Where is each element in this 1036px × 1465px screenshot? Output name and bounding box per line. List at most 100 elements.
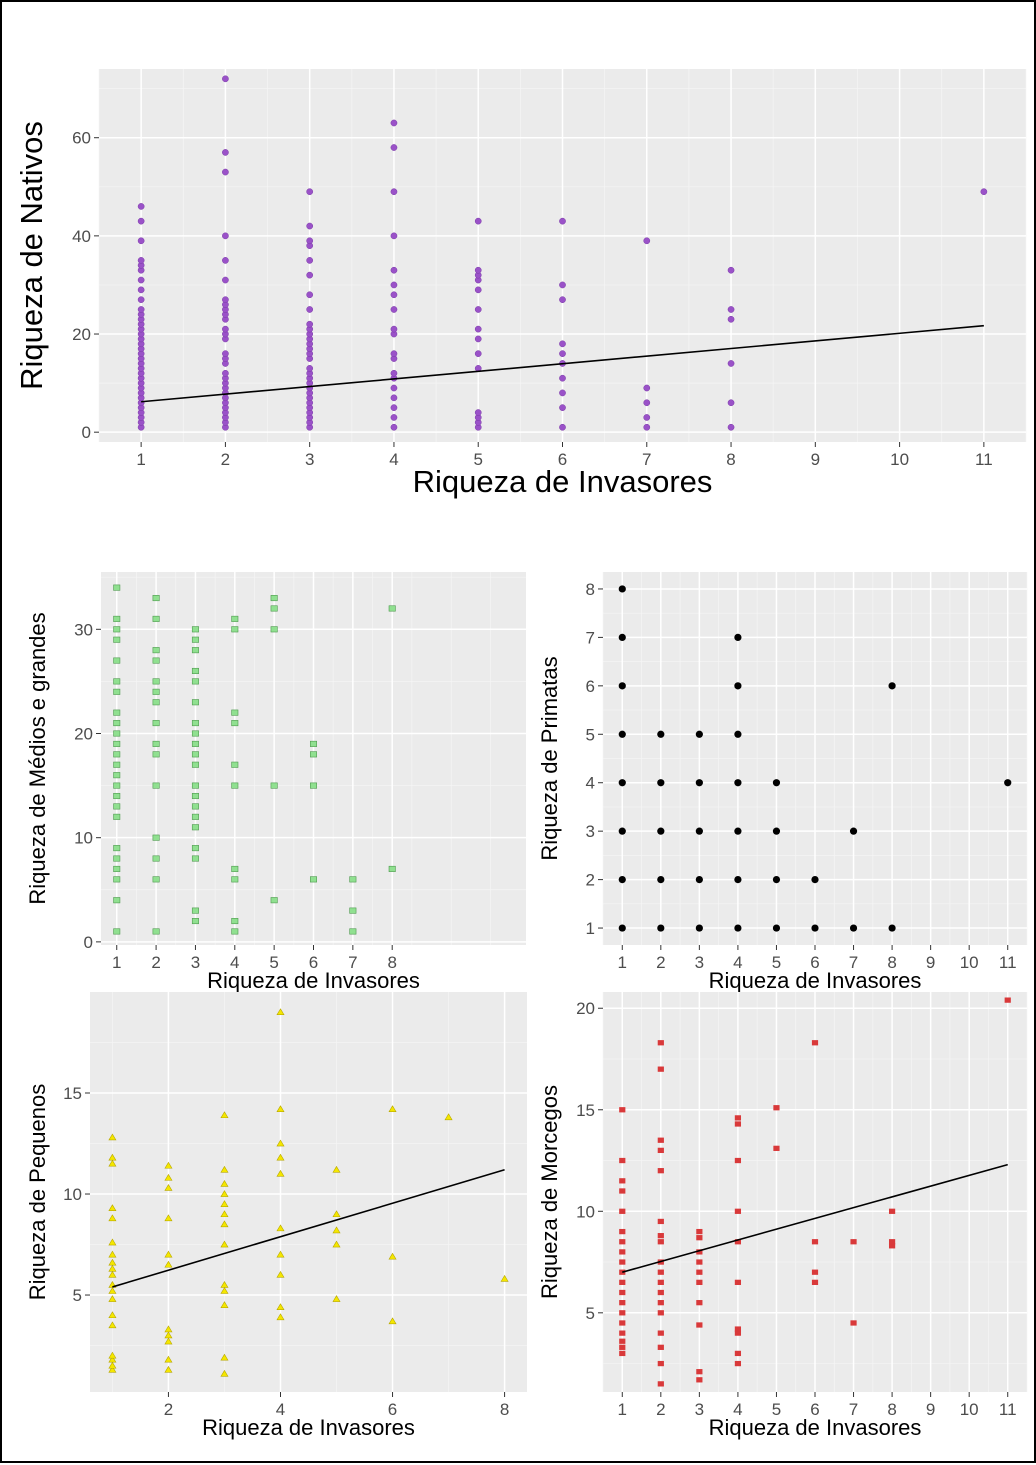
- data-point: [734, 682, 742, 690]
- data-point: [657, 1310, 664, 1316]
- data-point: [191, 813, 199, 820]
- data-point: [619, 1279, 626, 1285]
- data-point: [191, 907, 199, 914]
- data-point: [276, 1008, 285, 1016]
- data-point: [222, 168, 229, 176]
- data-point: [108, 1295, 117, 1302]
- data-point: [222, 232, 229, 240]
- data-point: [191, 678, 199, 685]
- data-point: [222, 75, 229, 83]
- data-point: [734, 827, 742, 835]
- data-point: [695, 924, 703, 932]
- data-point: [332, 1210, 341, 1218]
- data-point: [222, 369, 229, 377]
- data-point: [137, 276, 145, 284]
- x-axis-title: Riqueza de Invasores: [709, 968, 922, 993]
- data-point: [108, 1270, 117, 1278]
- data-point: [619, 1249, 626, 1255]
- data-point: [619, 1178, 626, 1184]
- data-point: [152, 740, 160, 747]
- data-point: [113, 761, 121, 768]
- data-point: [108, 1214, 117, 1222]
- data-point: [773, 1105, 780, 1111]
- data-point: [390, 188, 398, 196]
- data-point: [113, 897, 121, 904]
- data-point: [888, 1239, 896, 1245]
- data-point: [474, 325, 482, 333]
- x-axis-title: Riqueza de Invasores: [413, 464, 713, 499]
- data-point: [191, 761, 199, 768]
- data-point: [137, 237, 145, 245]
- data-point: [276, 1169, 285, 1177]
- data-point: [657, 730, 665, 738]
- data-point: [388, 605, 396, 612]
- data-point: [222, 325, 229, 333]
- data-point: [349, 928, 357, 935]
- data-point: [695, 876, 703, 884]
- data-point: [113, 688, 121, 695]
- x-tick-label: 10: [960, 953, 979, 972]
- data-point: [696, 1249, 703, 1255]
- data-point: [734, 1121, 742, 1127]
- data-point: [152, 688, 160, 695]
- data-point: [695, 730, 703, 738]
- data-point: [306, 365, 314, 372]
- data-point: [727, 266, 735, 274]
- data-point: [559, 350, 566, 358]
- trend-line: [622, 1163, 1008, 1273]
- data-point: [108, 1250, 117, 1258]
- data-point: [696, 1279, 703, 1285]
- y-tick-label: 5: [73, 1286, 82, 1305]
- data-point: [191, 720, 199, 727]
- x-tick-label: 3: [695, 1400, 704, 1419]
- data-point: [619, 1310, 626, 1316]
- data-point: [191, 667, 199, 675]
- data-point: [811, 1279, 819, 1285]
- data-point: [772, 924, 781, 932]
- data-point: [231, 761, 239, 768]
- data-point: [164, 1337, 173, 1345]
- data-point: [164, 1365, 173, 1373]
- data-point: [332, 1165, 341, 1173]
- data-point: [222, 276, 229, 284]
- data-point: [811, 1239, 819, 1245]
- data-point: [727, 306, 735, 313]
- data-point: [108, 1258, 117, 1266]
- x-tick-label: 2: [656, 953, 665, 972]
- data-point: [390, 266, 398, 274]
- data-point: [559, 423, 566, 431]
- data-point: [270, 897, 278, 904]
- data-point: [559, 217, 566, 225]
- data-point: [108, 1133, 117, 1141]
- data-point: [559, 281, 566, 289]
- y-tick-label: 8: [586, 580, 595, 599]
- y-tick-label: 20: [72, 325, 91, 344]
- data-point: [152, 657, 160, 664]
- data-point: [108, 1351, 117, 1359]
- data-point: [231, 720, 239, 727]
- data-point: [618, 585, 626, 593]
- data-point: [306, 257, 314, 264]
- data-point: [220, 1240, 229, 1248]
- y-axis-title: Riqueza de Nativos: [14, 121, 49, 390]
- data-point: [113, 792, 121, 800]
- chart-nativos: 1 2 3 4 5 6 7 8 9 10 11 0 20 40 60 Riqueza de Invasores…: [14, 69, 1027, 499]
- data-point: [220, 1287, 229, 1294]
- data-point: [306, 237, 314, 245]
- data-point: [113, 782, 121, 789]
- data-point: [474, 335, 482, 343]
- data-point: [108, 1264, 117, 1272]
- data-point: [152, 678, 160, 685]
- data-point: [108, 1311, 117, 1319]
- data-point: [191, 792, 199, 800]
- data-point: [152, 751, 160, 758]
- y-tick-label: 20: [74, 724, 93, 743]
- y-tick-label: 2: [586, 871, 595, 890]
- x-tick-label: 3: [191, 953, 200, 972]
- y-tick-label: 5: [586, 1304, 595, 1323]
- data-point: [113, 855, 121, 862]
- data-point: [888, 682, 896, 690]
- y-tick-label: 1: [586, 919, 595, 938]
- data-point: [137, 296, 145, 304]
- data-point: [657, 1279, 664, 1285]
